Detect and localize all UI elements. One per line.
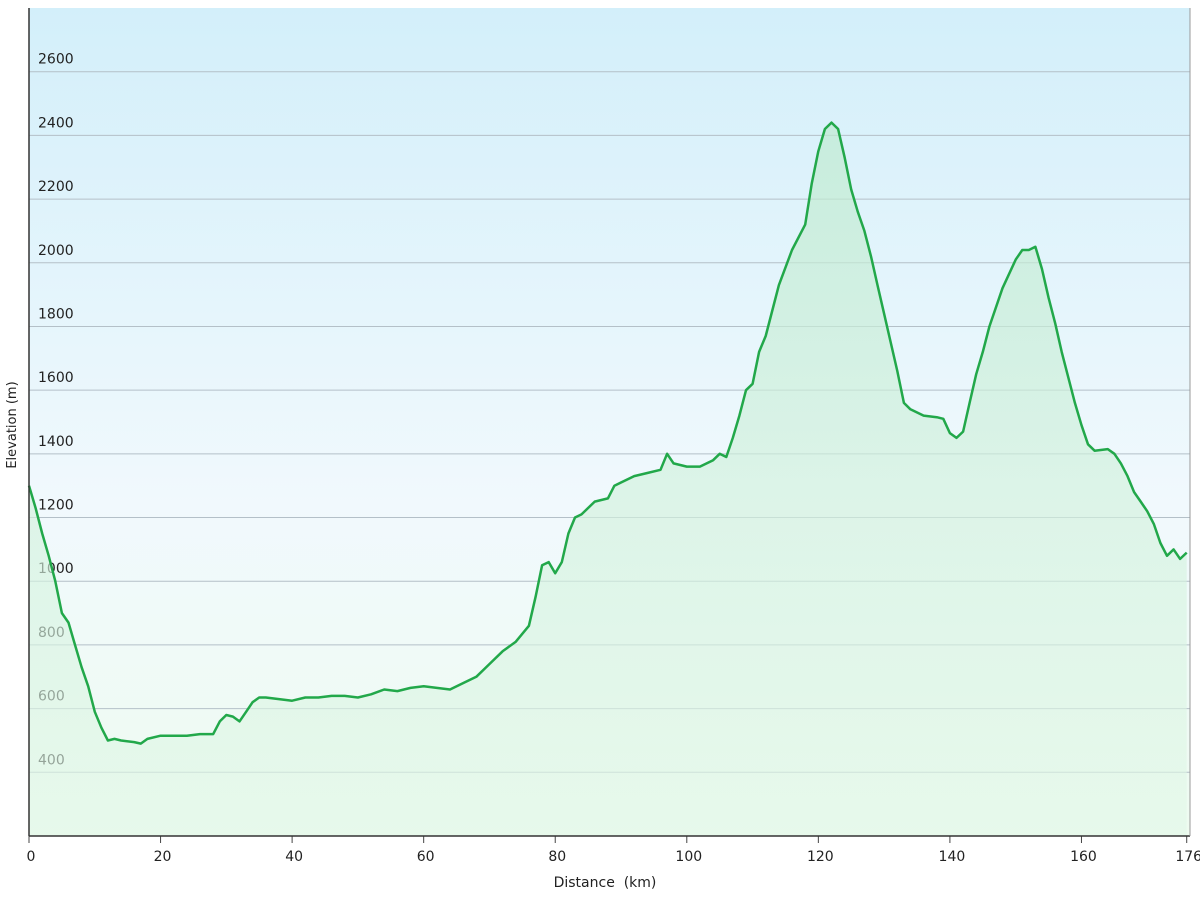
y-axis-title: Elevation (m) (5, 381, 20, 468)
x-tick-label: 176 (1175, 849, 1200, 865)
y-tick-label: 2000 (38, 243, 74, 259)
x-tick-label: 60 (417, 849, 435, 865)
elevation-line (27, 121, 1188, 745)
x-tick-label: 20 (154, 849, 172, 865)
y-tick-label: 1200 (38, 498, 74, 514)
y-tick-label: 1600 (38, 370, 74, 386)
x-tick-label: 40 (285, 849, 303, 865)
area-fill (29, 122, 1187, 837)
y-tick-label: 2600 (38, 52, 74, 68)
y-tick-label: 1800 (38, 306, 74, 322)
x-tick-label: 140 (939, 849, 966, 865)
y-tick-label: 2400 (38, 115, 74, 131)
x-tick-label: 0 (27, 849, 36, 865)
y-tick-label: 2200 (38, 179, 74, 195)
x-tick-label: 120 (807, 849, 834, 865)
x-tick-label: 80 (548, 849, 566, 865)
x-axis-title: Distance (km) (554, 875, 657, 891)
x-tick-label: 100 (675, 849, 702, 865)
x-tick-label: 160 (1070, 849, 1097, 865)
y-tick-label: 1400 (38, 434, 74, 450)
